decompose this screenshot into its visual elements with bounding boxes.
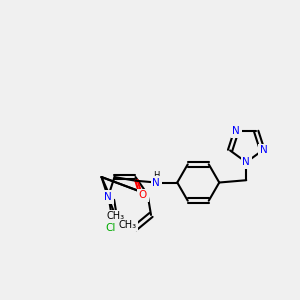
Text: N: N <box>152 178 160 188</box>
Text: CH₃: CH₃ <box>107 212 125 221</box>
Text: Cl: Cl <box>106 223 116 233</box>
Text: N: N <box>260 146 267 155</box>
Text: O: O <box>139 190 147 200</box>
Text: CH₃: CH₃ <box>119 220 137 230</box>
Text: N: N <box>232 126 240 136</box>
Text: N: N <box>242 157 250 167</box>
Text: H: H <box>153 170 159 179</box>
Text: N: N <box>104 192 112 202</box>
